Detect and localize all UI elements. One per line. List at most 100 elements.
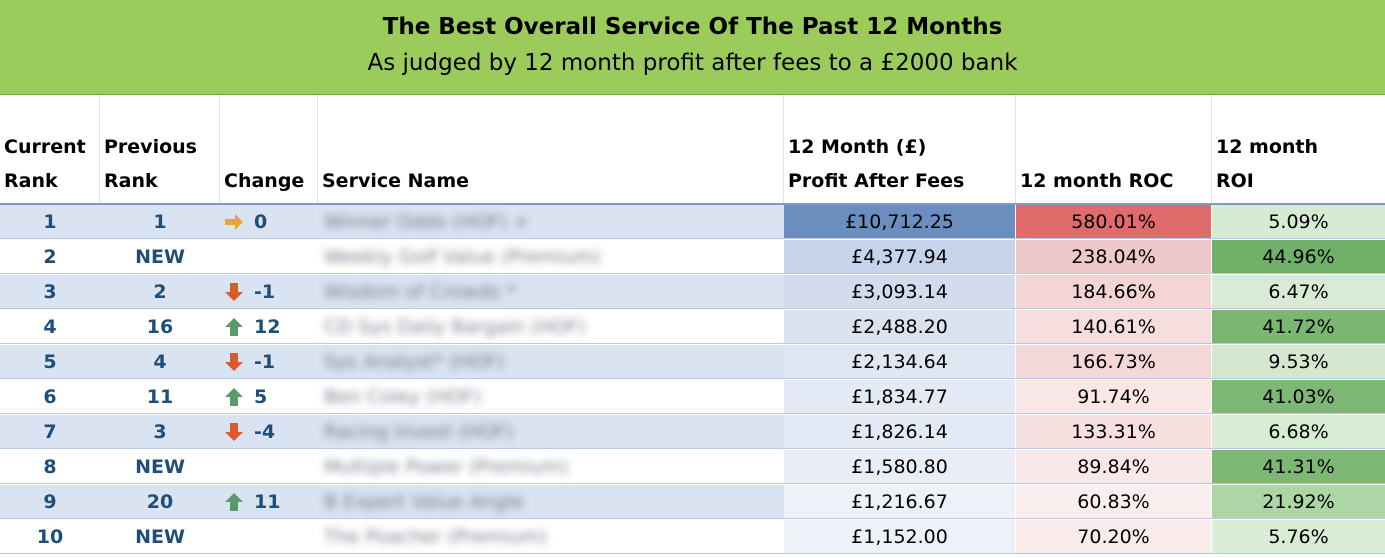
header-roc-label: 12 month ROC: [1020, 170, 1174, 192]
cell-previous-rank: NEW: [135, 456, 185, 478]
cell-change: [220, 520, 318, 554]
header-change[interactable]: Change: [220, 95, 318, 204]
row-divider: [0, 273, 1385, 274]
cell-profit: £10,712.25: [784, 205, 1016, 239]
arrow-up-icon: [225, 388, 243, 406]
cell-previous-rank: 20: [100, 485, 220, 519]
header-profit-label: 12 Month (£) Profit After Fees: [788, 136, 965, 192]
change-value: 12: [254, 316, 281, 338]
cell-service-name[interactable]: The Poacher (Premium): [318, 520, 784, 554]
cell-profit: £1,826.14: [784, 415, 1016, 449]
table-row[interactable]: 6 11 5 Ben Coley (HOF) £1,834.77 91.74% 41.03%: [0, 380, 1385, 414]
service-name-text: Ben Coley (HOF): [324, 386, 481, 408]
cell-roc: 166.73%: [1016, 345, 1212, 379]
cell-service-name[interactable]: B Expert Value Angle: [318, 485, 784, 519]
cell-service-name[interactable]: Sys Analyst* (HOF): [318, 345, 784, 379]
table-row[interactable]: 2 NEW Weekly Golf Value (Premium) £4,377.94…: [0, 240, 1385, 274]
cell-roc: 140.61%: [1016, 310, 1212, 344]
cell-roi: 5.09%: [1212, 205, 1385, 239]
cell-roc: 238.04%: [1016, 240, 1212, 274]
cell-previous-rank: 4: [100, 345, 220, 379]
row-divider: [0, 238, 1385, 239]
arrow-right-icon: [225, 214, 243, 230]
header-previous-rank[interactable]: Previous Rank: [100, 95, 220, 204]
cell-current-rank: 7: [0, 415, 100, 449]
header-previous-rank-label: Previous Rank: [104, 136, 197, 192]
change-value: 5: [254, 386, 268, 408]
cell-change: 0: [220, 205, 318, 239]
change-value: -1: [254, 351, 276, 373]
arrow-down-icon: [225, 353, 243, 371]
table-row[interactable]: 8 NEW Multiple Power (Premium) £1,580.80 89.…: [0, 450, 1385, 484]
service-name-text: Sys Analyst* (HOF): [324, 351, 505, 373]
table-row[interactable]: 10 NEW The Poacher (Premium) £1,152.00 70.20…: [0, 520, 1385, 554]
cell-previous-rank: 3: [100, 415, 220, 449]
cell-previous-rank: 2: [100, 275, 220, 309]
arrow-down-icon: [225, 423, 243, 441]
cell-service-name[interactable]: Multiple Power (Premium): [318, 450, 784, 484]
cell-profit: £1,834.77: [784, 380, 1016, 414]
cell-current-rank: 10: [36, 526, 64, 548]
cell-roc: 89.84%: [1016, 450, 1212, 484]
service-name-text: Winner Odds (HOF) +: [324, 211, 530, 233]
cell-roc: 133.31%: [1016, 415, 1212, 449]
cell-change: [220, 450, 318, 484]
cell-profit: £1,216.67: [784, 485, 1016, 519]
cell-service-name[interactable]: CD Sys Daily Bargain (HOF): [318, 310, 784, 344]
header-service-name[interactable]: Service Name: [318, 95, 784, 204]
cell-current-rank: 5: [0, 345, 100, 379]
table-row[interactable]: 3 2 -1 Wisdom of Crowds * £3,093.14 184.66% 6.…: [0, 275, 1385, 309]
cell-service-name[interactable]: Winner Odds (HOF) +: [318, 205, 784, 239]
cell-service-name[interactable]: Wisdom of Crowds *: [318, 275, 784, 309]
row-divider: [0, 483, 1385, 484]
cell-roc: 70.20%: [1016, 520, 1212, 554]
cell-service-name[interactable]: Racing Invest (HOF): [318, 415, 784, 449]
cell-roc: 91.74%: [1016, 380, 1212, 414]
row-divider: [0, 378, 1385, 379]
cell-roi: 41.31%: [1212, 450, 1385, 484]
cell-profit: £2,134.64: [784, 345, 1016, 379]
table-row[interactable]: 1 1 0 Winner Odds (HOF) + £10,712.25 580.01% 5…: [0, 205, 1385, 239]
cell-service-name[interactable]: Ben Coley (HOF): [318, 380, 784, 414]
header-roi[interactable]: 12 month ROI: [1212, 95, 1385, 204]
service-name-text: Multiple Power (Premium): [324, 456, 569, 478]
cell-change: -1: [220, 275, 318, 309]
cell-change: 5: [220, 380, 318, 414]
change-value: -1: [254, 281, 276, 303]
row-divider: [0, 518, 1385, 519]
change-value: 11: [254, 491, 281, 513]
table-row[interactable]: 7 3 -4 Racing Invest (HOF) £1,826.14 133.31% 6…: [0, 415, 1385, 449]
cell-change: -4: [220, 415, 318, 449]
header-change-label: Change: [224, 170, 305, 192]
cell-profit: £1,580.80: [784, 450, 1016, 484]
table-row[interactable]: 5 4 -1 Sys Analyst* (HOF) £2,134.64 166.73% 9.…: [0, 345, 1385, 379]
service-name-text: B Expert Value Angle: [324, 491, 524, 513]
service-name-text: CD Sys Daily Bargain (HOF): [324, 316, 586, 338]
cell-profit: £2,488.20: [784, 310, 1016, 344]
cell-previous-rank: 1: [100, 205, 220, 239]
cell-change: [220, 240, 318, 274]
arrow-up-icon: [225, 318, 243, 336]
cell-roc: 580.01%: [1016, 205, 1212, 239]
row-divider: [0, 343, 1385, 344]
service-name-text: Racing Invest (HOF): [324, 421, 514, 443]
cell-roi: 21.92%: [1212, 485, 1385, 519]
cell-current-rank: 3: [0, 275, 100, 309]
header-roc[interactable]: 12 month ROC: [1016, 95, 1212, 204]
service-name-text: Weekly Golf Value (Premium): [324, 246, 601, 268]
header-profit[interactable]: 12 Month (£) Profit After Fees: [784, 95, 1016, 204]
table-row[interactable]: 4 16 12 CD Sys Daily Bargain (HOF) £2,488.20…: [0, 310, 1385, 344]
table-row[interactable]: 9 20 11 B Expert Value Angle £1,216.67 60.83%…: [0, 485, 1385, 519]
header-divider: [0, 203, 1385, 205]
row-divider: [0, 448, 1385, 449]
cell-previous-rank: NEW: [135, 526, 185, 548]
cell-current-rank: 1: [0, 205, 100, 239]
cell-service-name[interactable]: Weekly Golf Value (Premium): [318, 240, 784, 274]
cell-roi: 5.76%: [1212, 520, 1385, 554]
row-divider: [0, 308, 1385, 309]
cell-roc: 60.83%: [1016, 485, 1212, 519]
header-current-rank[interactable]: Current Rank: [0, 95, 100, 204]
cell-current-rank: 2: [43, 246, 57, 268]
arrow-up-icon: [225, 493, 243, 511]
change-value: -4: [254, 421, 276, 443]
